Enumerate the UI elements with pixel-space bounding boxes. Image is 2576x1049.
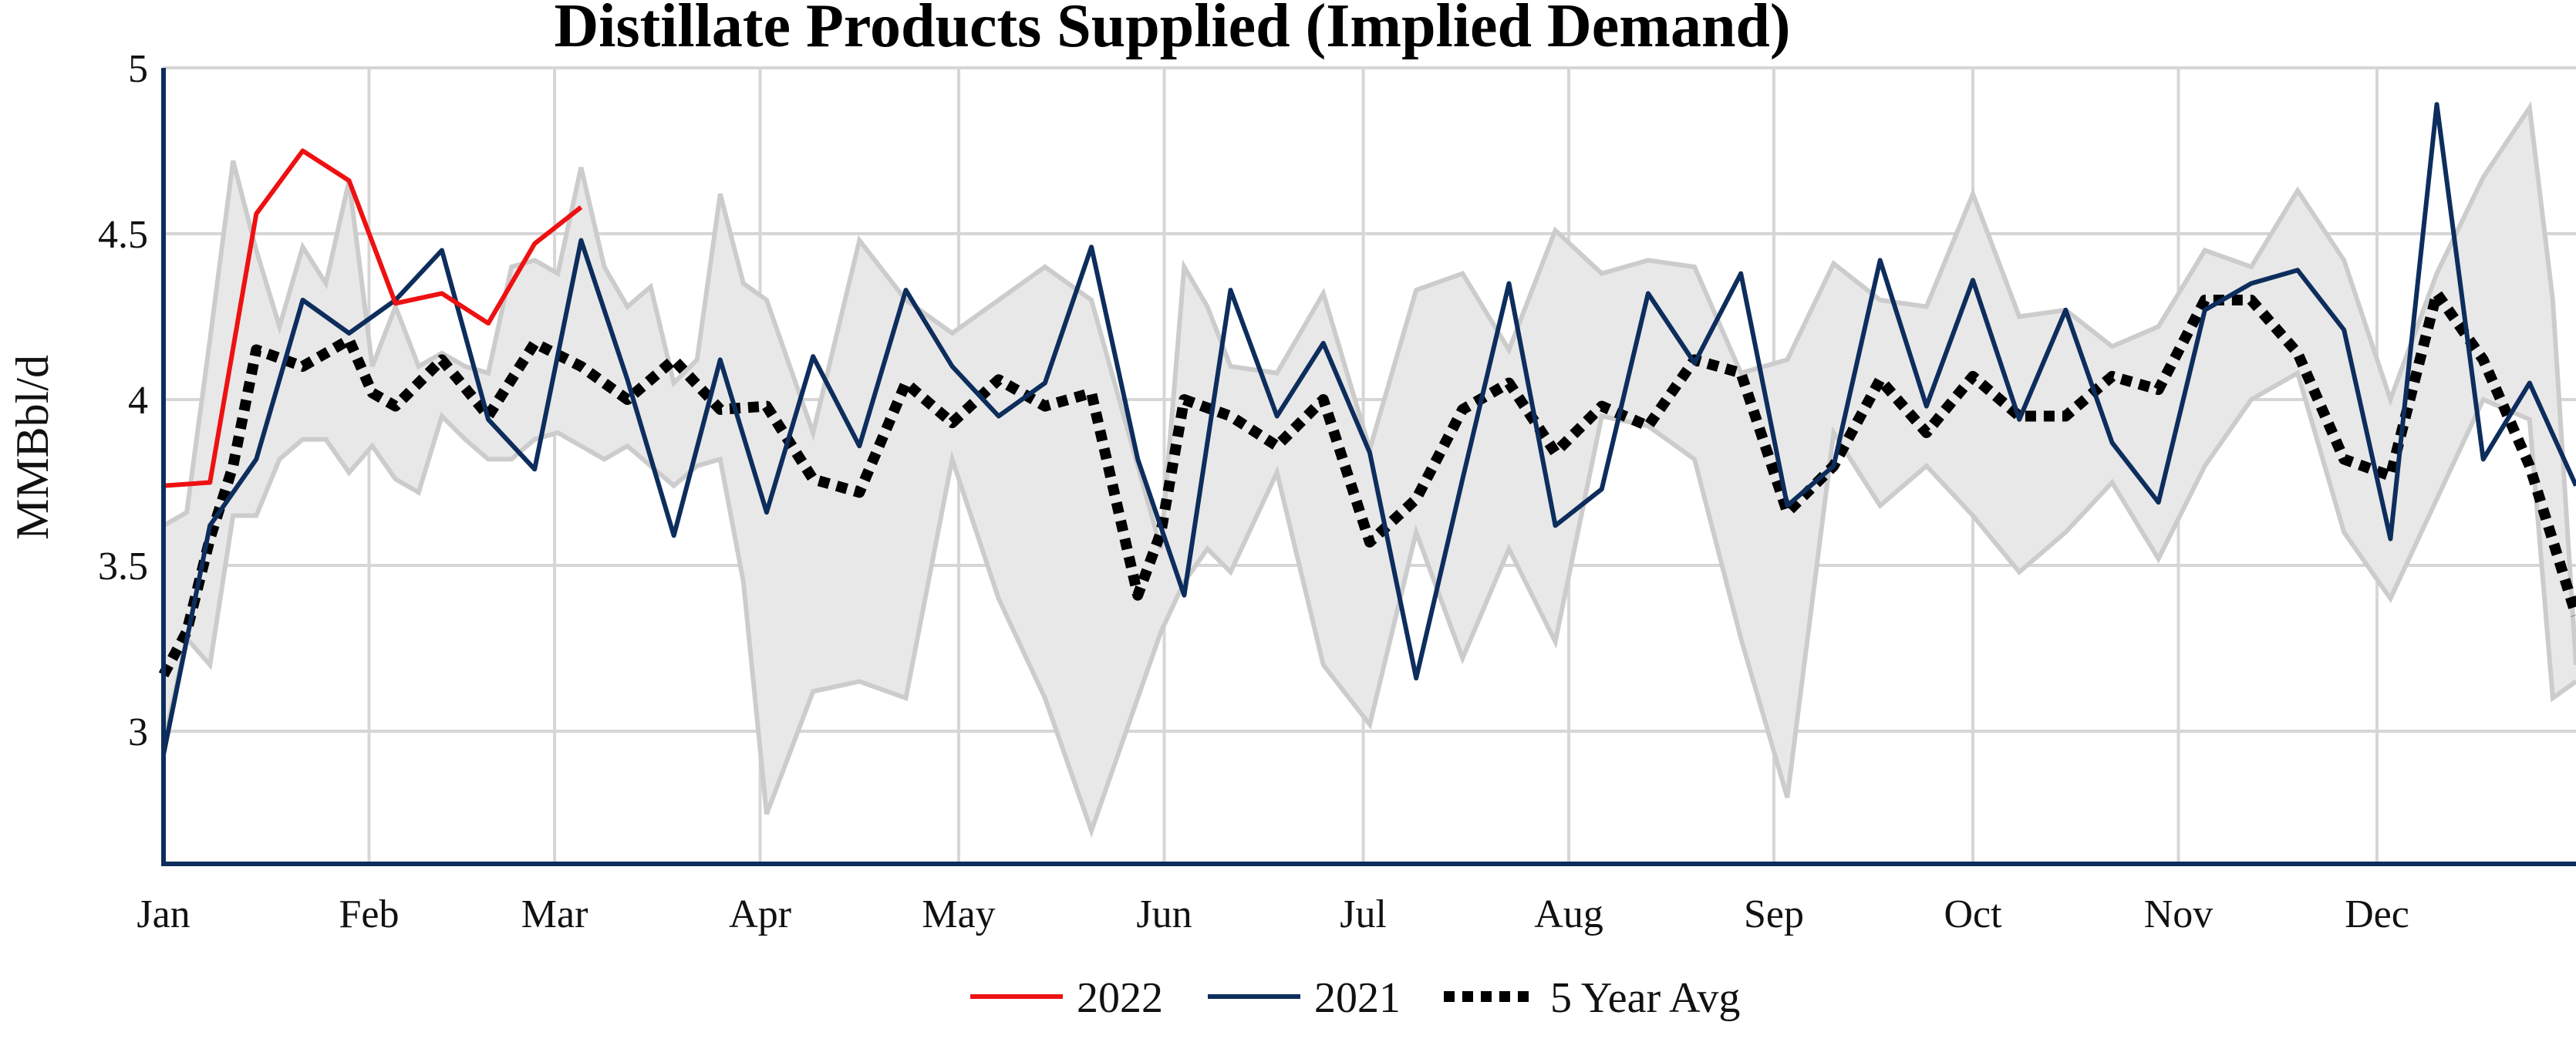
x-tick-label: May bbox=[922, 892, 995, 936]
legend-label: 2022 bbox=[1077, 974, 1163, 1022]
y-tick-label: 3.5 bbox=[98, 545, 148, 589]
x-tick-label: Apr bbox=[729, 892, 791, 936]
x-tick-label: Jan bbox=[137, 892, 190, 936]
x-tick-label: Sep bbox=[1744, 892, 1804, 936]
x-tick-label: Nov bbox=[2144, 892, 2214, 936]
x-tick-label: Jul bbox=[1340, 892, 1387, 936]
y-tick-label: 4.5 bbox=[98, 213, 148, 257]
x-tick-label: Aug bbox=[1534, 892, 1603, 936]
y-axis-label: MMBbl/d bbox=[7, 355, 58, 540]
x-tick-labels: Jan Feb Mar Apr May Jun Jul Aug Sep Oct Nov Dec bbox=[137, 892, 2409, 936]
range-band bbox=[161, 101, 2576, 838]
series-lines bbox=[158, 102, 2576, 755]
series-line-2021 bbox=[161, 102, 2576, 755]
x-tick-label: Mar bbox=[521, 892, 588, 936]
chart-title: Distillate Products Supplied (Implied De… bbox=[554, 0, 1790, 60]
x-tick-label: Feb bbox=[339, 892, 399, 936]
x-tick-label: Oct bbox=[1944, 892, 2002, 936]
legend: 2022 2021 5 Year Avg bbox=[970, 974, 1740, 1022]
range-band-lower-edge bbox=[161, 369, 2576, 838]
series-line-2022 bbox=[163, 148, 583, 488]
y-tick-label: 4 bbox=[128, 379, 148, 423]
legend-label: 2021 bbox=[1314, 974, 1401, 1022]
axes bbox=[161, 68, 2576, 866]
series-line-5-year-avg bbox=[158, 288, 2576, 678]
y-tick-label: 5 bbox=[128, 47, 148, 91]
legend-label: 5 Year Avg bbox=[1550, 974, 1740, 1022]
y-tick-labels: 3 3.5 4 4.5 5 bbox=[98, 47, 148, 754]
x-tick-label: Dec bbox=[2345, 892, 2409, 936]
y-tick-label: 3 bbox=[128, 710, 148, 754]
x-tick-label: Jun bbox=[1136, 892, 1192, 936]
range-band-area bbox=[164, 107, 2576, 831]
